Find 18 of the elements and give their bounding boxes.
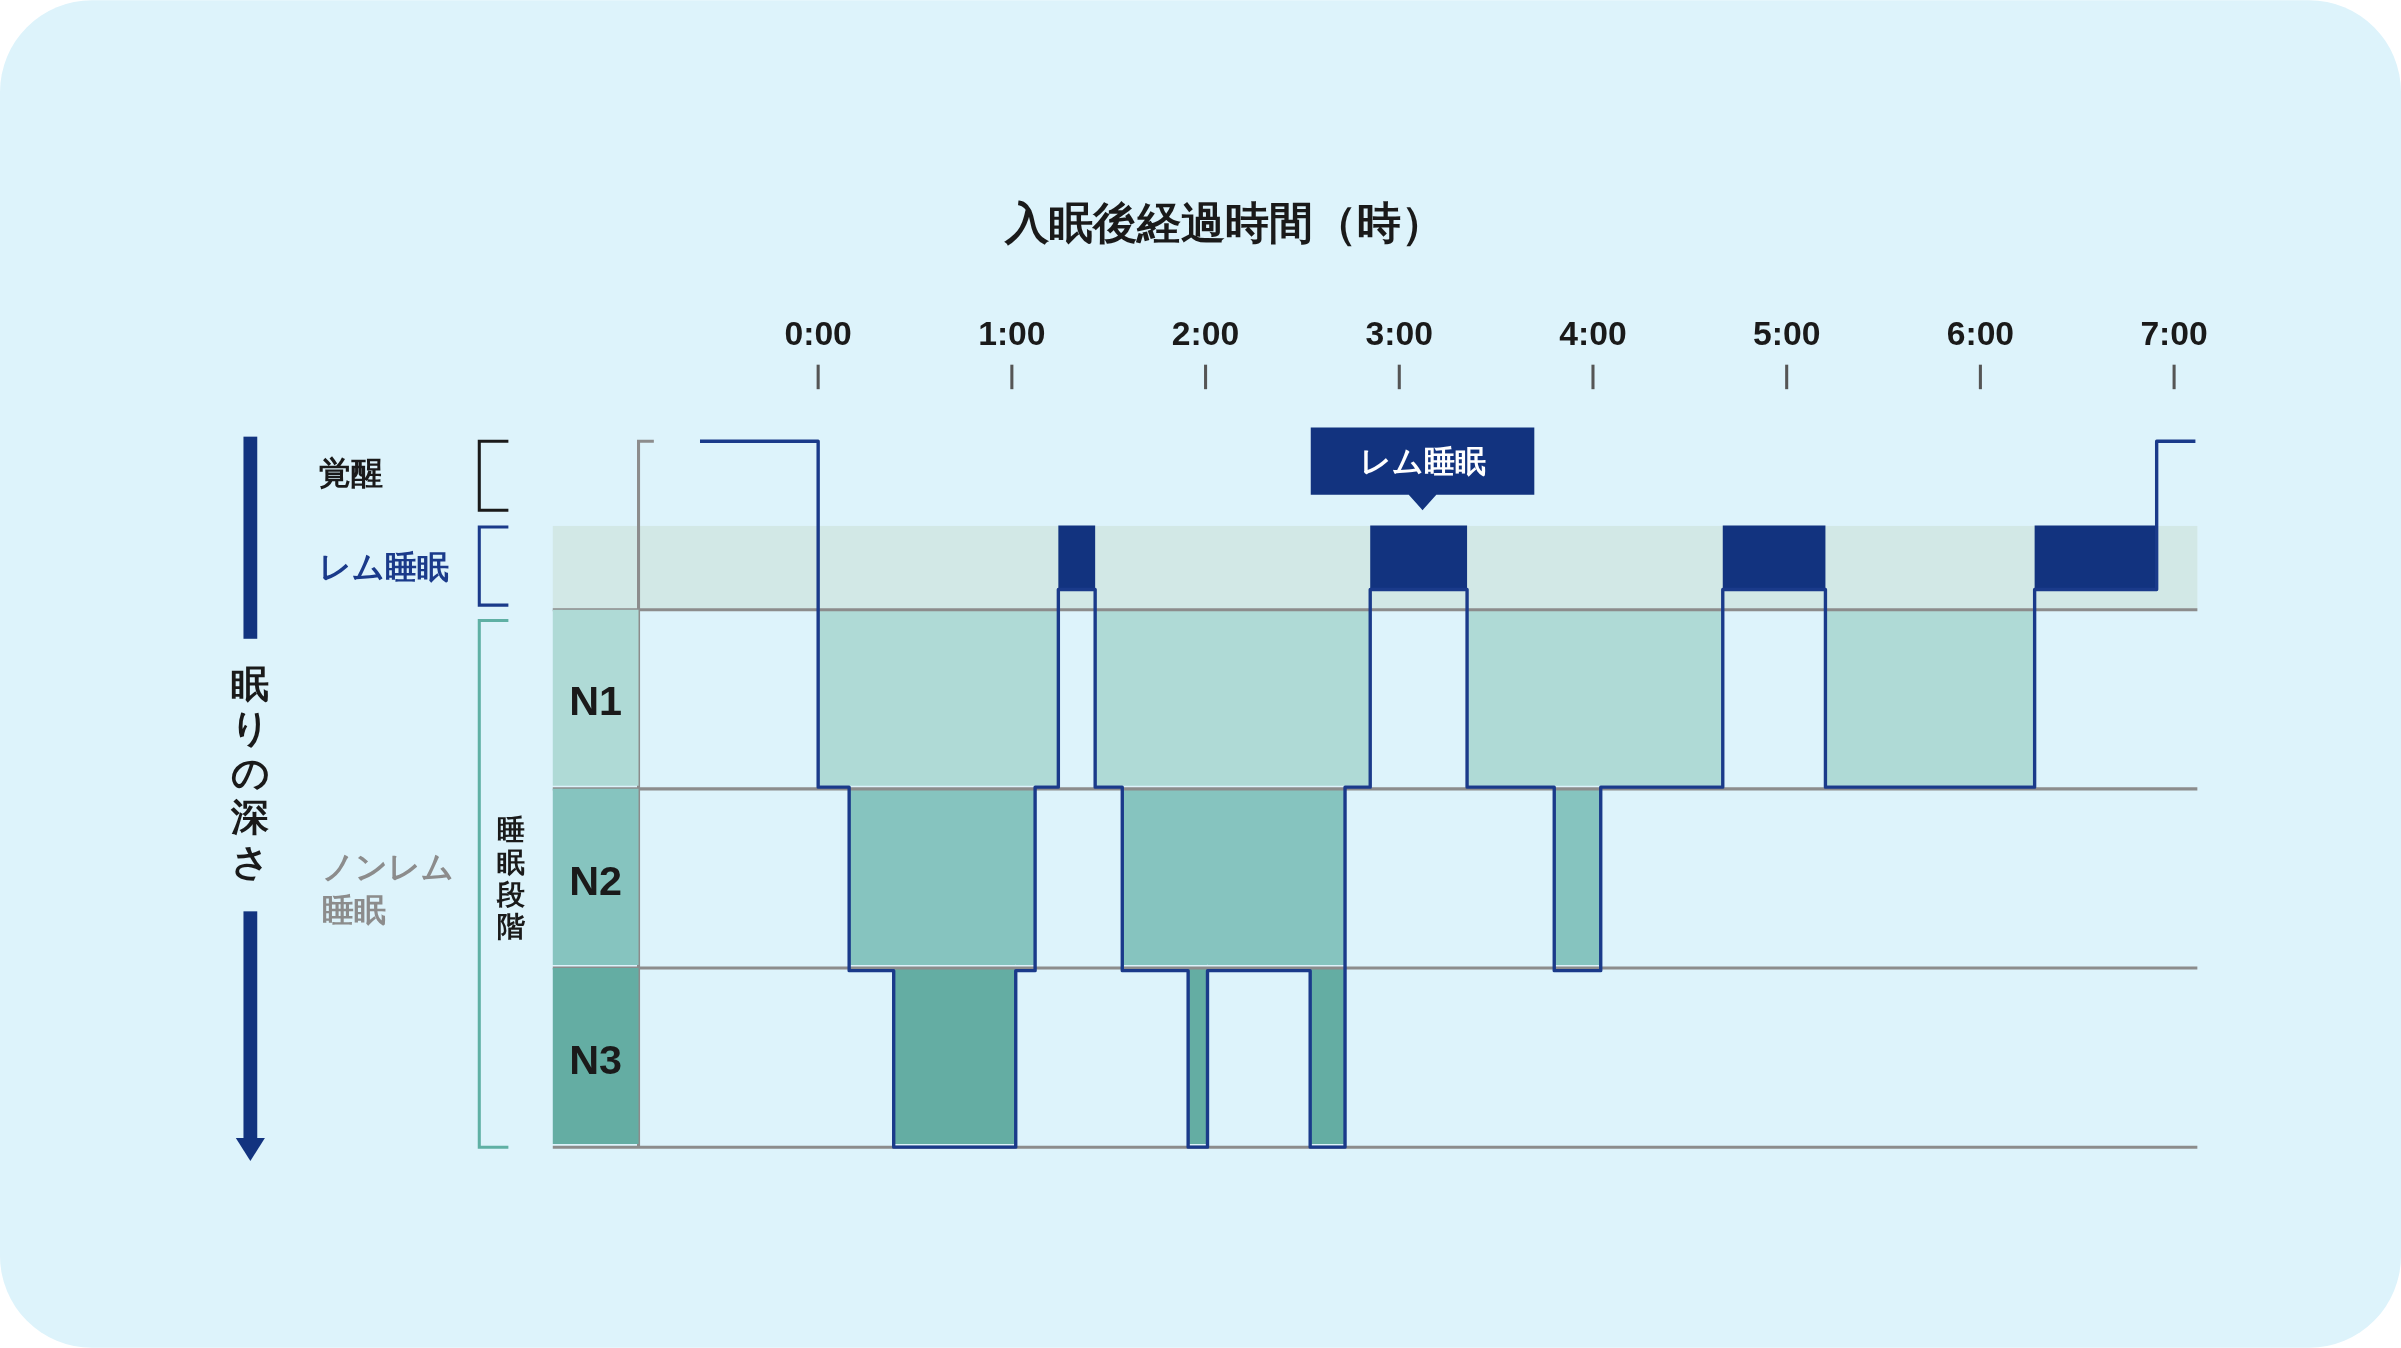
text: 睡眠段階 bbox=[496, 814, 527, 942]
x-tick-label: 0:00 bbox=[784, 314, 852, 352]
x-tick-label: 2:00 bbox=[1171, 314, 1240, 352]
x-tick-label: 3:00 bbox=[1365, 314, 1433, 352]
x-tick-label: 7:00 bbox=[2140, 314, 2208, 352]
text: 眠りの深さ bbox=[230, 661, 270, 883]
annotation: レム睡眠 bbox=[1359, 443, 1486, 478]
x-tick-label: 5:00 bbox=[1752, 314, 1821, 352]
annotation: N1 bbox=[569, 678, 623, 725]
text: ノンレム睡眠 bbox=[321, 848, 454, 928]
text: 覚醒 bbox=[318, 455, 383, 492]
x-tick-label: 1:00 bbox=[978, 314, 1046, 352]
text: レム睡眠 bbox=[318, 548, 449, 585]
x-axis-title: 入眠後経過時間（時） bbox=[1004, 197, 1445, 247]
x-tick-label: 4:00 bbox=[1559, 314, 1627, 352]
x-tick-label: 6:00 bbox=[1946, 314, 2015, 352]
annotation: N3 bbox=[569, 1036, 623, 1083]
annotation: N2 bbox=[569, 857, 623, 904]
